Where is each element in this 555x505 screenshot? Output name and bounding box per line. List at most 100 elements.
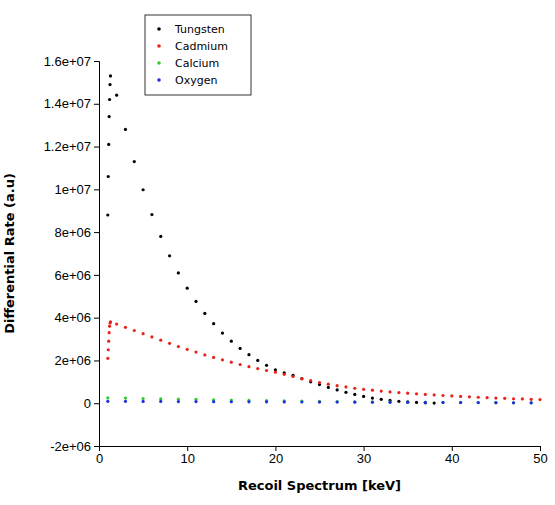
series-2 — [106, 396, 533, 404]
point — [371, 389, 374, 392]
point — [142, 188, 145, 191]
point — [109, 74, 112, 77]
point — [371, 400, 374, 403]
y-tick: 1e+07 — [54, 182, 99, 197]
point — [168, 342, 171, 345]
point — [106, 400, 109, 403]
series-0 — [106, 74, 436, 404]
point — [477, 401, 480, 404]
point — [318, 381, 321, 384]
point — [512, 401, 515, 404]
point — [247, 400, 250, 403]
point — [203, 353, 206, 356]
legend-marker — [157, 78, 161, 82]
x-tick: 10 — [180, 446, 194, 466]
y-tick: 1.2e+07 — [44, 139, 99, 154]
legend-label: Oxygen — [175, 74, 217, 87]
point — [406, 392, 409, 395]
point — [380, 389, 383, 392]
point — [124, 396, 127, 399]
point — [283, 400, 286, 403]
y-tick: 0 — [84, 396, 99, 411]
point — [433, 393, 436, 396]
y-tick: 8e+06 — [54, 225, 99, 240]
legend-marker — [157, 27, 161, 31]
point — [415, 392, 418, 395]
point — [450, 394, 453, 397]
point — [230, 340, 233, 343]
x-tick-label: 0 — [96, 451, 103, 466]
point — [388, 400, 391, 403]
y-tick: 1.4e+07 — [44, 96, 99, 111]
point — [265, 364, 268, 367]
point — [353, 401, 356, 404]
point — [194, 351, 197, 354]
point — [124, 400, 127, 403]
point — [336, 400, 339, 403]
point — [344, 391, 347, 394]
y-tick-mark — [94, 403, 99, 404]
point — [124, 326, 127, 329]
point — [159, 400, 162, 403]
point — [380, 398, 383, 401]
point — [371, 401, 374, 404]
y-tick-label: 1.6e+07 — [44, 54, 91, 69]
point — [159, 397, 162, 400]
x-axis-line — [100, 447, 541, 452]
point — [108, 98, 111, 101]
point — [194, 400, 197, 403]
point — [406, 401, 409, 404]
x-tick: 20 — [269, 446, 283, 466]
x-tick: 50 — [533, 446, 547, 466]
point — [265, 400, 268, 403]
y-tick-label: 1.2e+07 — [44, 139, 91, 154]
legend-label: Calcium — [175, 57, 219, 70]
y-tick-mark — [94, 446, 99, 447]
point — [177, 400, 180, 403]
point — [336, 388, 339, 391]
point — [212, 356, 215, 359]
legend-label: Cadmium — [175, 40, 228, 53]
point — [512, 401, 515, 404]
point — [159, 339, 162, 342]
y-tick: 4e+06 — [54, 310, 99, 325]
y-tick-mark — [94, 104, 99, 105]
point — [133, 329, 136, 332]
point — [177, 271, 180, 274]
y-tick-mark — [94, 275, 99, 276]
x-tick-label: 50 — [533, 451, 547, 466]
point — [468, 395, 471, 398]
point — [512, 397, 515, 400]
point — [441, 394, 444, 397]
point — [336, 384, 339, 387]
point — [212, 322, 215, 325]
chart-container: 01020304050-2e+0602e+064e+066e+068e+061e… — [0, 0, 555, 505]
point — [142, 400, 145, 403]
point — [424, 401, 427, 404]
point — [265, 369, 268, 372]
point — [177, 345, 180, 348]
point — [107, 340, 110, 343]
legend-box — [145, 15, 251, 95]
y-tick-mark — [94, 61, 99, 62]
point — [142, 397, 145, 400]
y-tick-label: 1.4e+07 — [44, 96, 91, 111]
point — [371, 396, 374, 399]
point — [256, 359, 259, 362]
y-tick-label: 6e+06 — [54, 268, 91, 283]
point — [300, 377, 303, 380]
point — [274, 371, 277, 374]
point — [406, 401, 409, 404]
point — [203, 312, 206, 315]
point — [108, 83, 111, 86]
point — [239, 347, 242, 350]
y-tick-mark — [94, 147, 99, 148]
point — [388, 401, 391, 404]
point — [142, 332, 145, 335]
y-tick: 6e+06 — [54, 268, 99, 283]
y-tick-mark — [94, 318, 99, 319]
point — [107, 143, 110, 146]
point — [247, 365, 250, 368]
y-axis-title: Differential Rate (a.u) — [2, 173, 17, 334]
y-tick: 1.6e+07 — [44, 54, 99, 69]
